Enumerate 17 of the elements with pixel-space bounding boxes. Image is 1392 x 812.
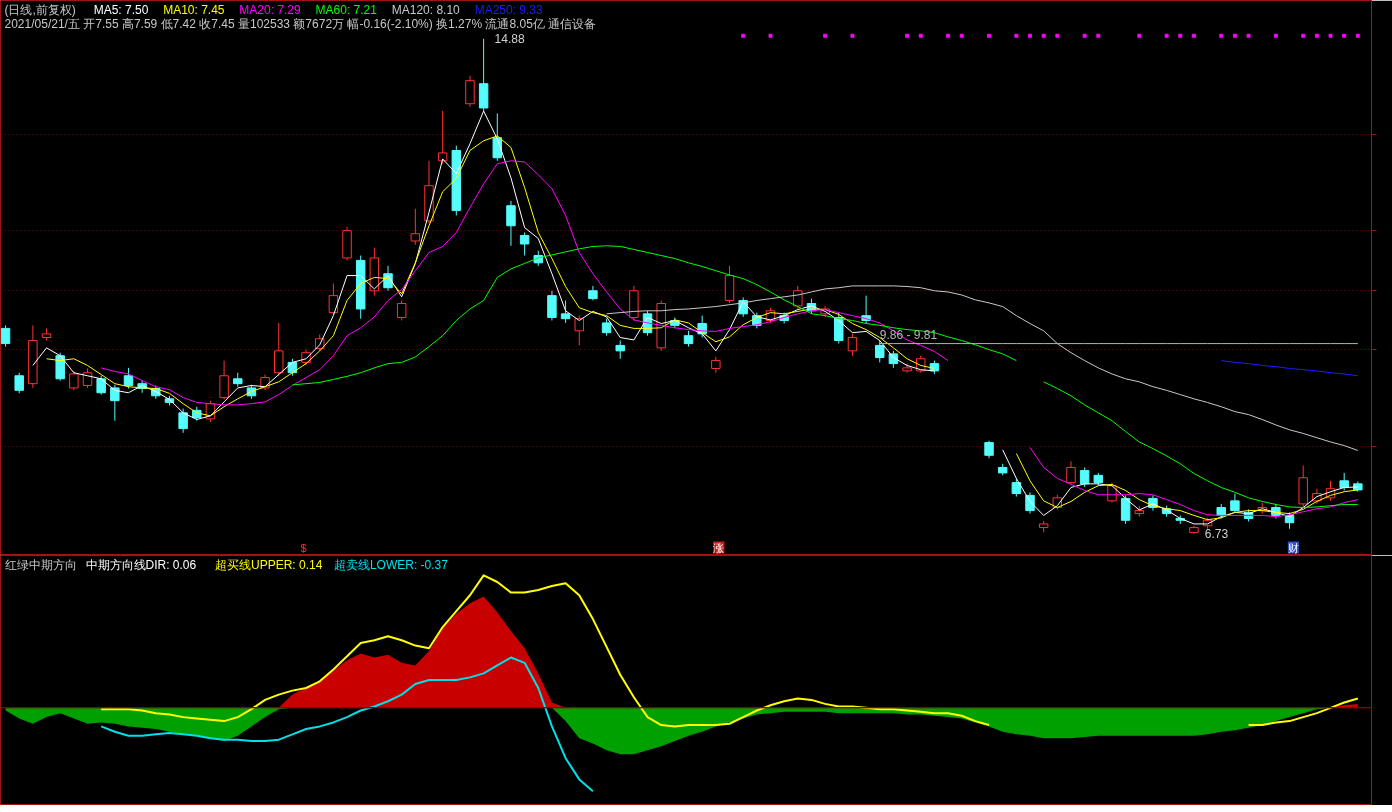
annotation: 6.73 — [1204, 527, 1229, 542]
text: 超卖线LOWER: -0.37 — [333, 557, 449, 572]
text: MA5: 7.50 — [93, 2, 149, 17]
text: MA10: 7.45 — [163, 2, 225, 17]
text: MA20: 7.29 — [239, 2, 302, 17]
annotation: 14.88 — [494, 32, 525, 47]
text: MA120: 8.10 — [391, 2, 461, 17]
text: MA250: 9.33 — [474, 2, 544, 17]
chart-subtitle: 中期方向线DIR: 0.06 — [85, 557, 197, 572]
annotation: $ — [300, 541, 307, 554]
annotation: 财 — [1287, 541, 1299, 554]
annotation: 涨 — [713, 541, 725, 554]
text: MA60: 7.21 — [315, 2, 378, 17]
text: 2021/05/21/五 开7.55 高7.59 低7.42 收7.45 量102533 额7672万 幅-0.16(-2.10%) 换1.27% 流通8.05亿 通信设备 — [4, 16, 597, 31]
chart-title: (日线,前复权) — [4, 2, 76, 17]
chart-title: 红绿中期方向 — [4, 557, 77, 572]
text: 超买线UPPER: 0.14 — [214, 557, 323, 572]
